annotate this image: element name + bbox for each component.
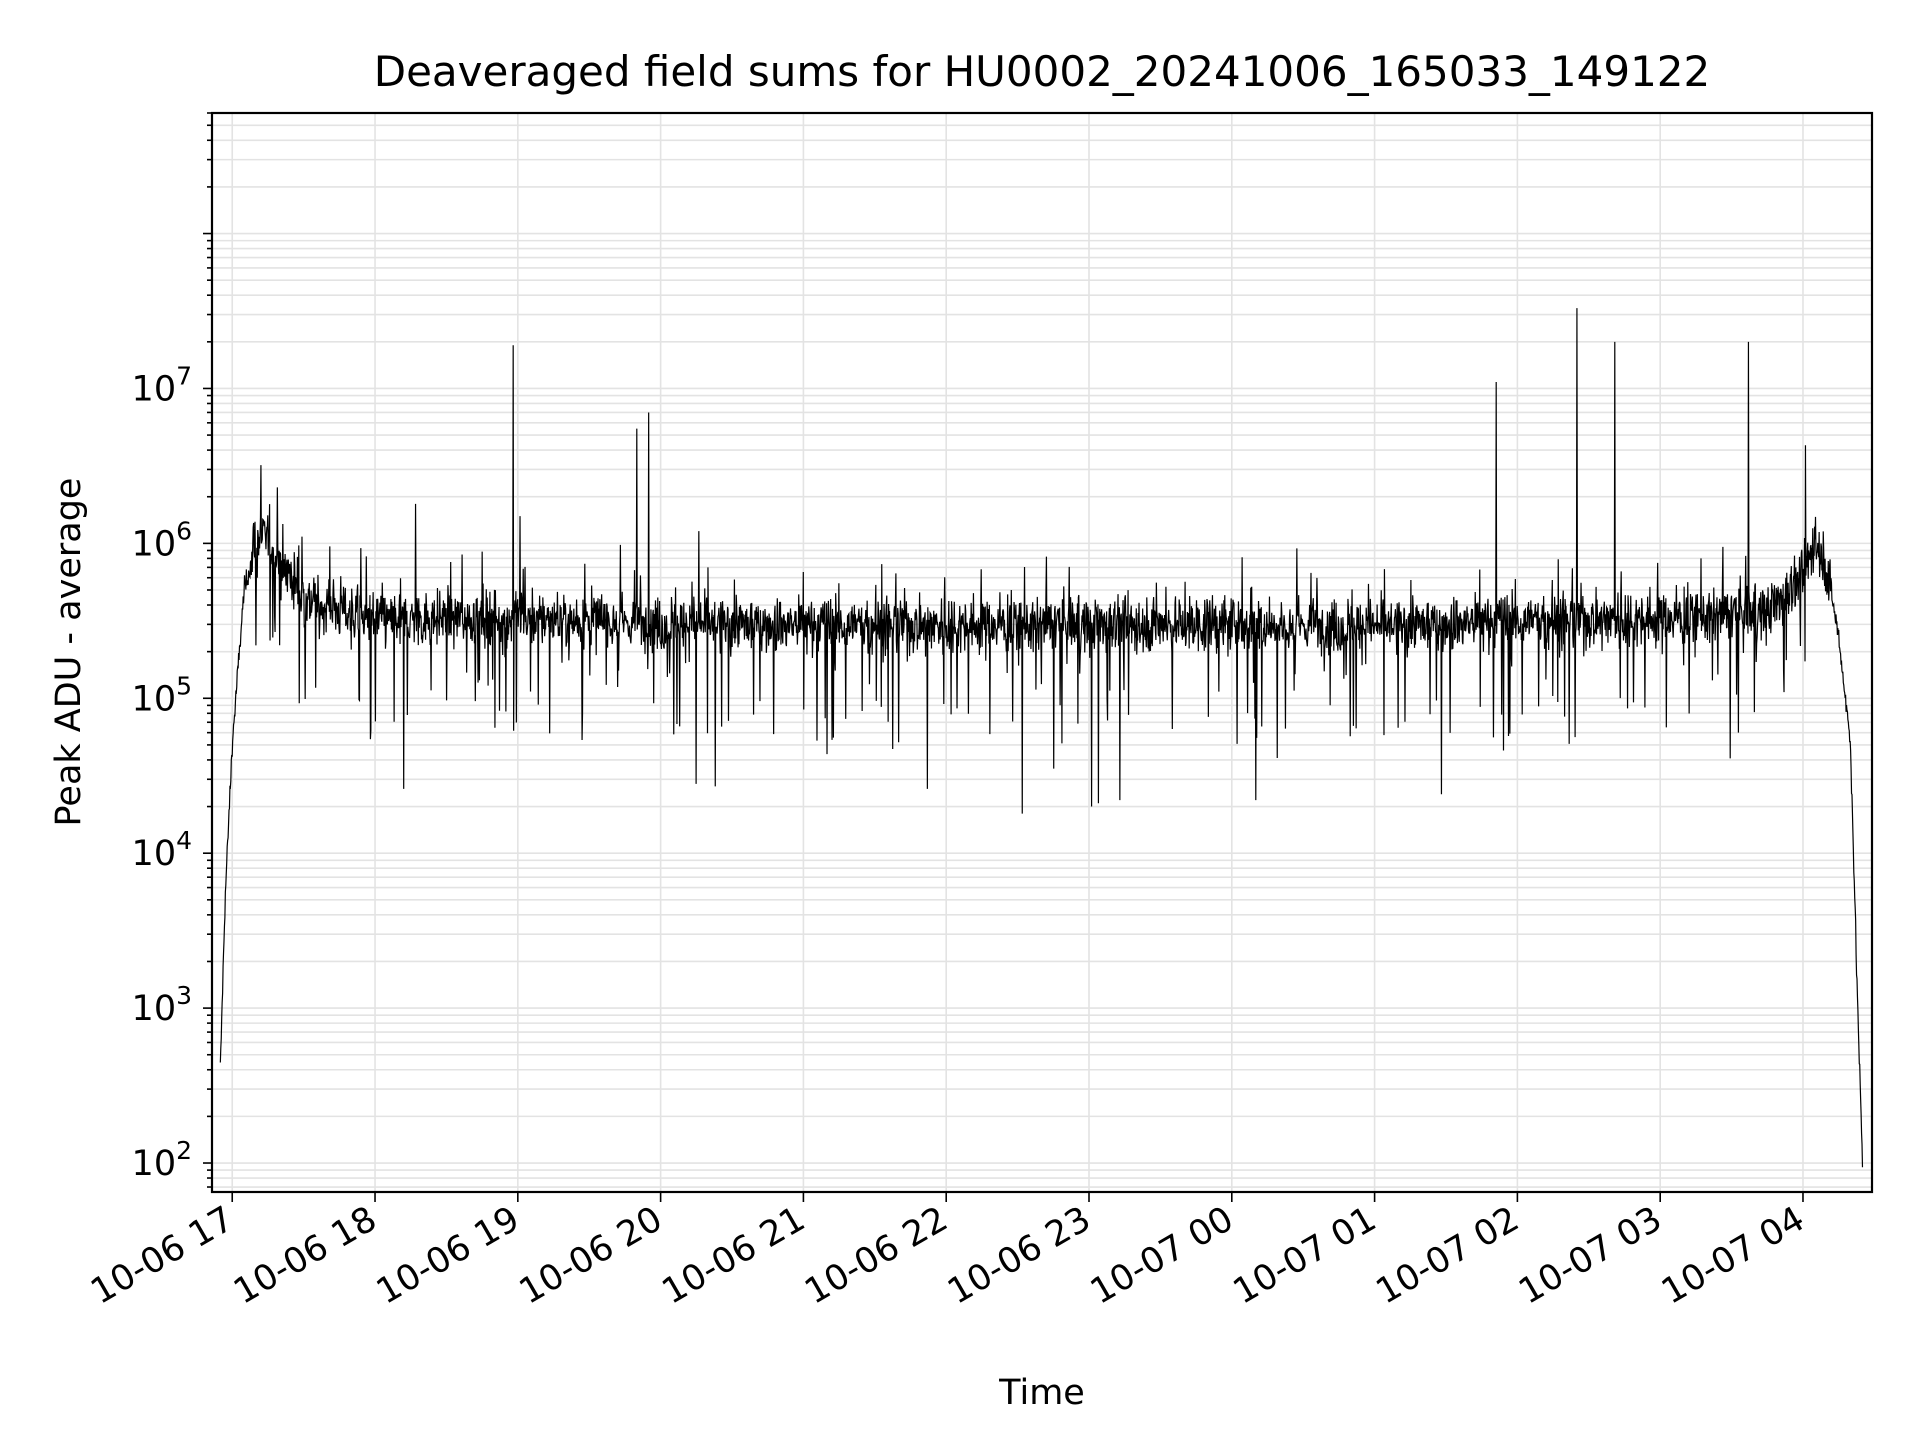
y-tick-label: 103 [132, 981, 192, 1029]
y-tick-label: 105 [132, 671, 192, 719]
chart-title: Deaveraged field sums for HU0002_2024100… [374, 47, 1711, 96]
series-layer [219, 308, 1864, 1168]
y-tick-label: 107 [132, 361, 192, 409]
y-tick-label: 106 [132, 516, 192, 564]
y-tick-label: 104 [132, 826, 192, 874]
grid [212, 112, 1872, 1192]
x-axis-label: Time [998, 1373, 1085, 1413]
y-axis-label: Peak ADU - average [49, 478, 89, 827]
y-tick-label: 102 [132, 1136, 192, 1184]
plot-frame [210, 111, 1874, 1194]
series-line [219, 308, 1864, 1168]
